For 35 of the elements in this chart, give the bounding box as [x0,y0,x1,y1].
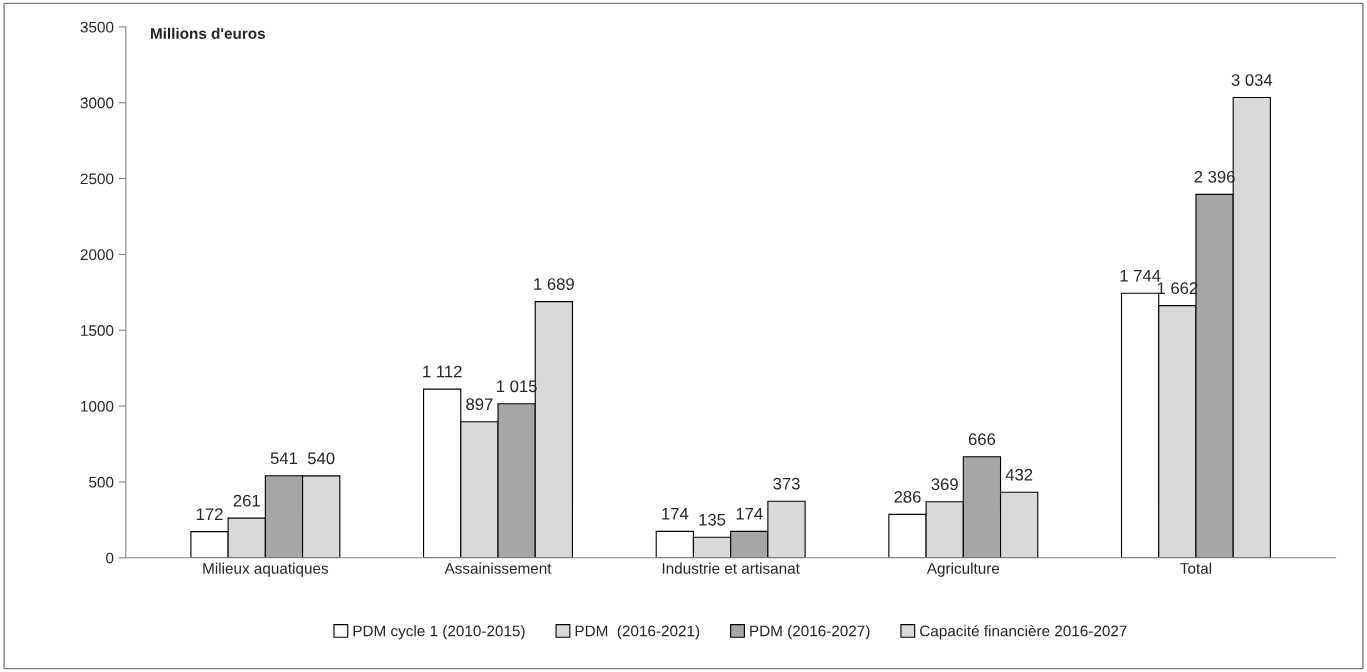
data-label: 540 [307,452,335,465]
data-label: 432 [1005,468,1033,481]
y-axis-title: Millions d'euros [150,27,266,39]
y-tick-label: 0 [106,552,114,564]
data-label: 897 [466,398,493,411]
x-tick-label: Milieux aquatiques [203,562,329,577]
x-tick-label: Agriculture [926,562,1000,577]
legend-label: PDM (2016-2027) [750,625,870,640]
x-tick-label: Industrie et artisanat [662,562,800,574]
data-label: 666 [968,433,996,446]
data-label: 369 [931,478,958,491]
data-label: 172 [196,508,223,520]
x-tick-label: Total [1180,562,1212,574]
data-label: 286 [894,490,921,503]
data-label: 3 034 [1231,74,1273,86]
legend-label: Capacité financière 2016-2027 [920,624,1127,640]
data-label: 373 [773,477,800,490]
legend-label: PDM cycle 1 (2010-2015) [353,625,525,640]
y-tick-label: 3500 [80,21,114,33]
y-tick-label: 1500 [81,325,114,336]
data-label: 261 [233,494,260,507]
data-label: 541 [270,452,298,465]
y-tick-label: 1000 [81,400,114,412]
y-tick-label: 500 [89,476,114,488]
data-label: 1 689 [534,278,574,290]
data-label: 1 744 [1120,269,1161,282]
y-tick-label: 3000 [80,97,114,109]
data-label: 135 [699,513,726,526]
y-tick-label: 2000 [80,249,114,261]
data-label: 174 [736,508,763,520]
x-tick-label: Assainissement [444,562,552,574]
data-label: 174 [662,508,689,520]
data-label: 1 112 [423,365,462,378]
y-tick-label: 2500 [80,173,114,185]
legend-label: PDM (2016-2021) [575,625,700,640]
